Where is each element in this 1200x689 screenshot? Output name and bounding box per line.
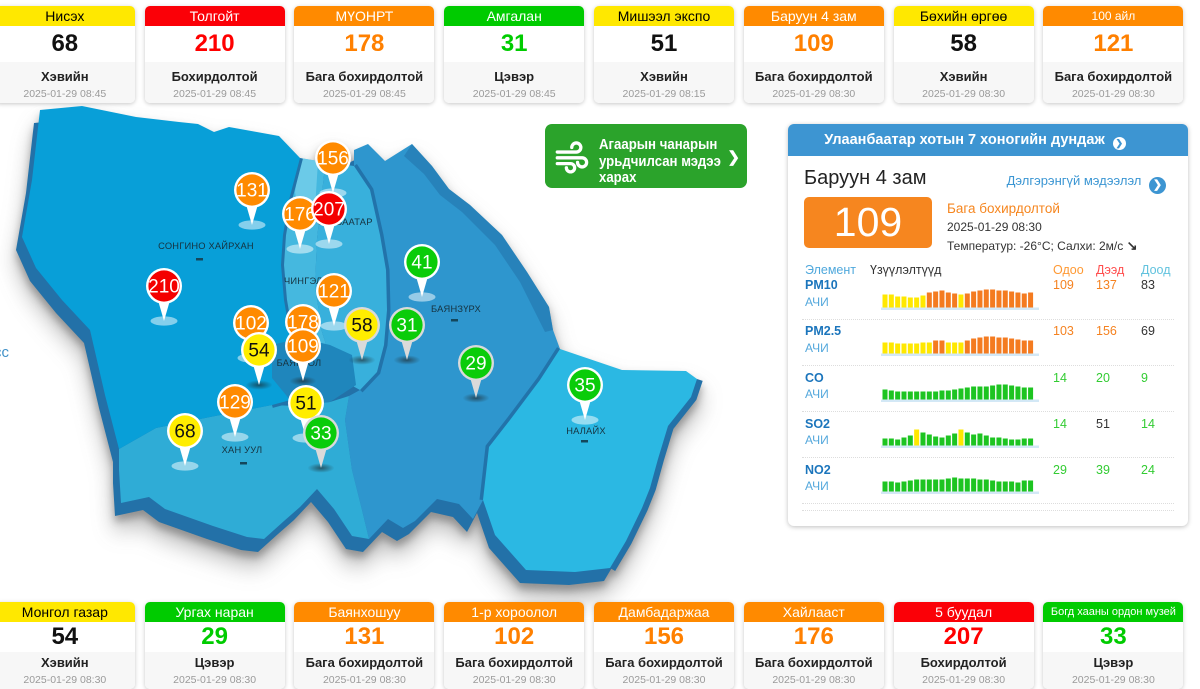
svg-text:68: 68 — [174, 422, 195, 443]
svg-text:207: 207 — [313, 200, 345, 221]
svg-text:131: 131 — [236, 181, 268, 202]
svg-text:33: 33 — [310, 424, 331, 445]
svg-text:51: 51 — [295, 394, 316, 415]
svg-text:58: 58 — [351, 316, 372, 337]
svg-text:129: 129 — [219, 393, 251, 414]
svg-text:176: 176 — [284, 205, 316, 226]
svg-text:121: 121 — [318, 282, 350, 303]
svg-text:109: 109 — [287, 337, 319, 358]
svg-text:СҮХБААТАР: СҮХБААТАР — [317, 217, 372, 227]
svg-text:ХАН УУЛ: ХАН УУЛ — [222, 445, 263, 455]
svg-text:НАЛАЙХ: НАЛАЙХ — [566, 425, 606, 436]
svg-text:54: 54 — [248, 341, 270, 362]
svg-text:35: 35 — [574, 376, 595, 397]
svg-text:41: 41 — [411, 253, 432, 274]
svg-text:102: 102 — [235, 314, 267, 335]
svg-text:156: 156 — [317, 149, 349, 170]
svg-text:29: 29 — [465, 354, 486, 375]
svg-text:31: 31 — [396, 316, 417, 337]
svg-text:210: 210 — [148, 277, 180, 298]
svg-text:178: 178 — [287, 313, 319, 334]
svg-text:СОНГИНО ХАЙРХАН: СОНГИНО ХАЙРХАН — [158, 240, 254, 251]
svg-text:БАЯНЗҮРХ: БАЯНЗҮРХ — [431, 304, 481, 314]
svg-text:ЧИНГЭЛТЭЙ: ЧИНГЭЛТЭЙ — [284, 275, 342, 286]
